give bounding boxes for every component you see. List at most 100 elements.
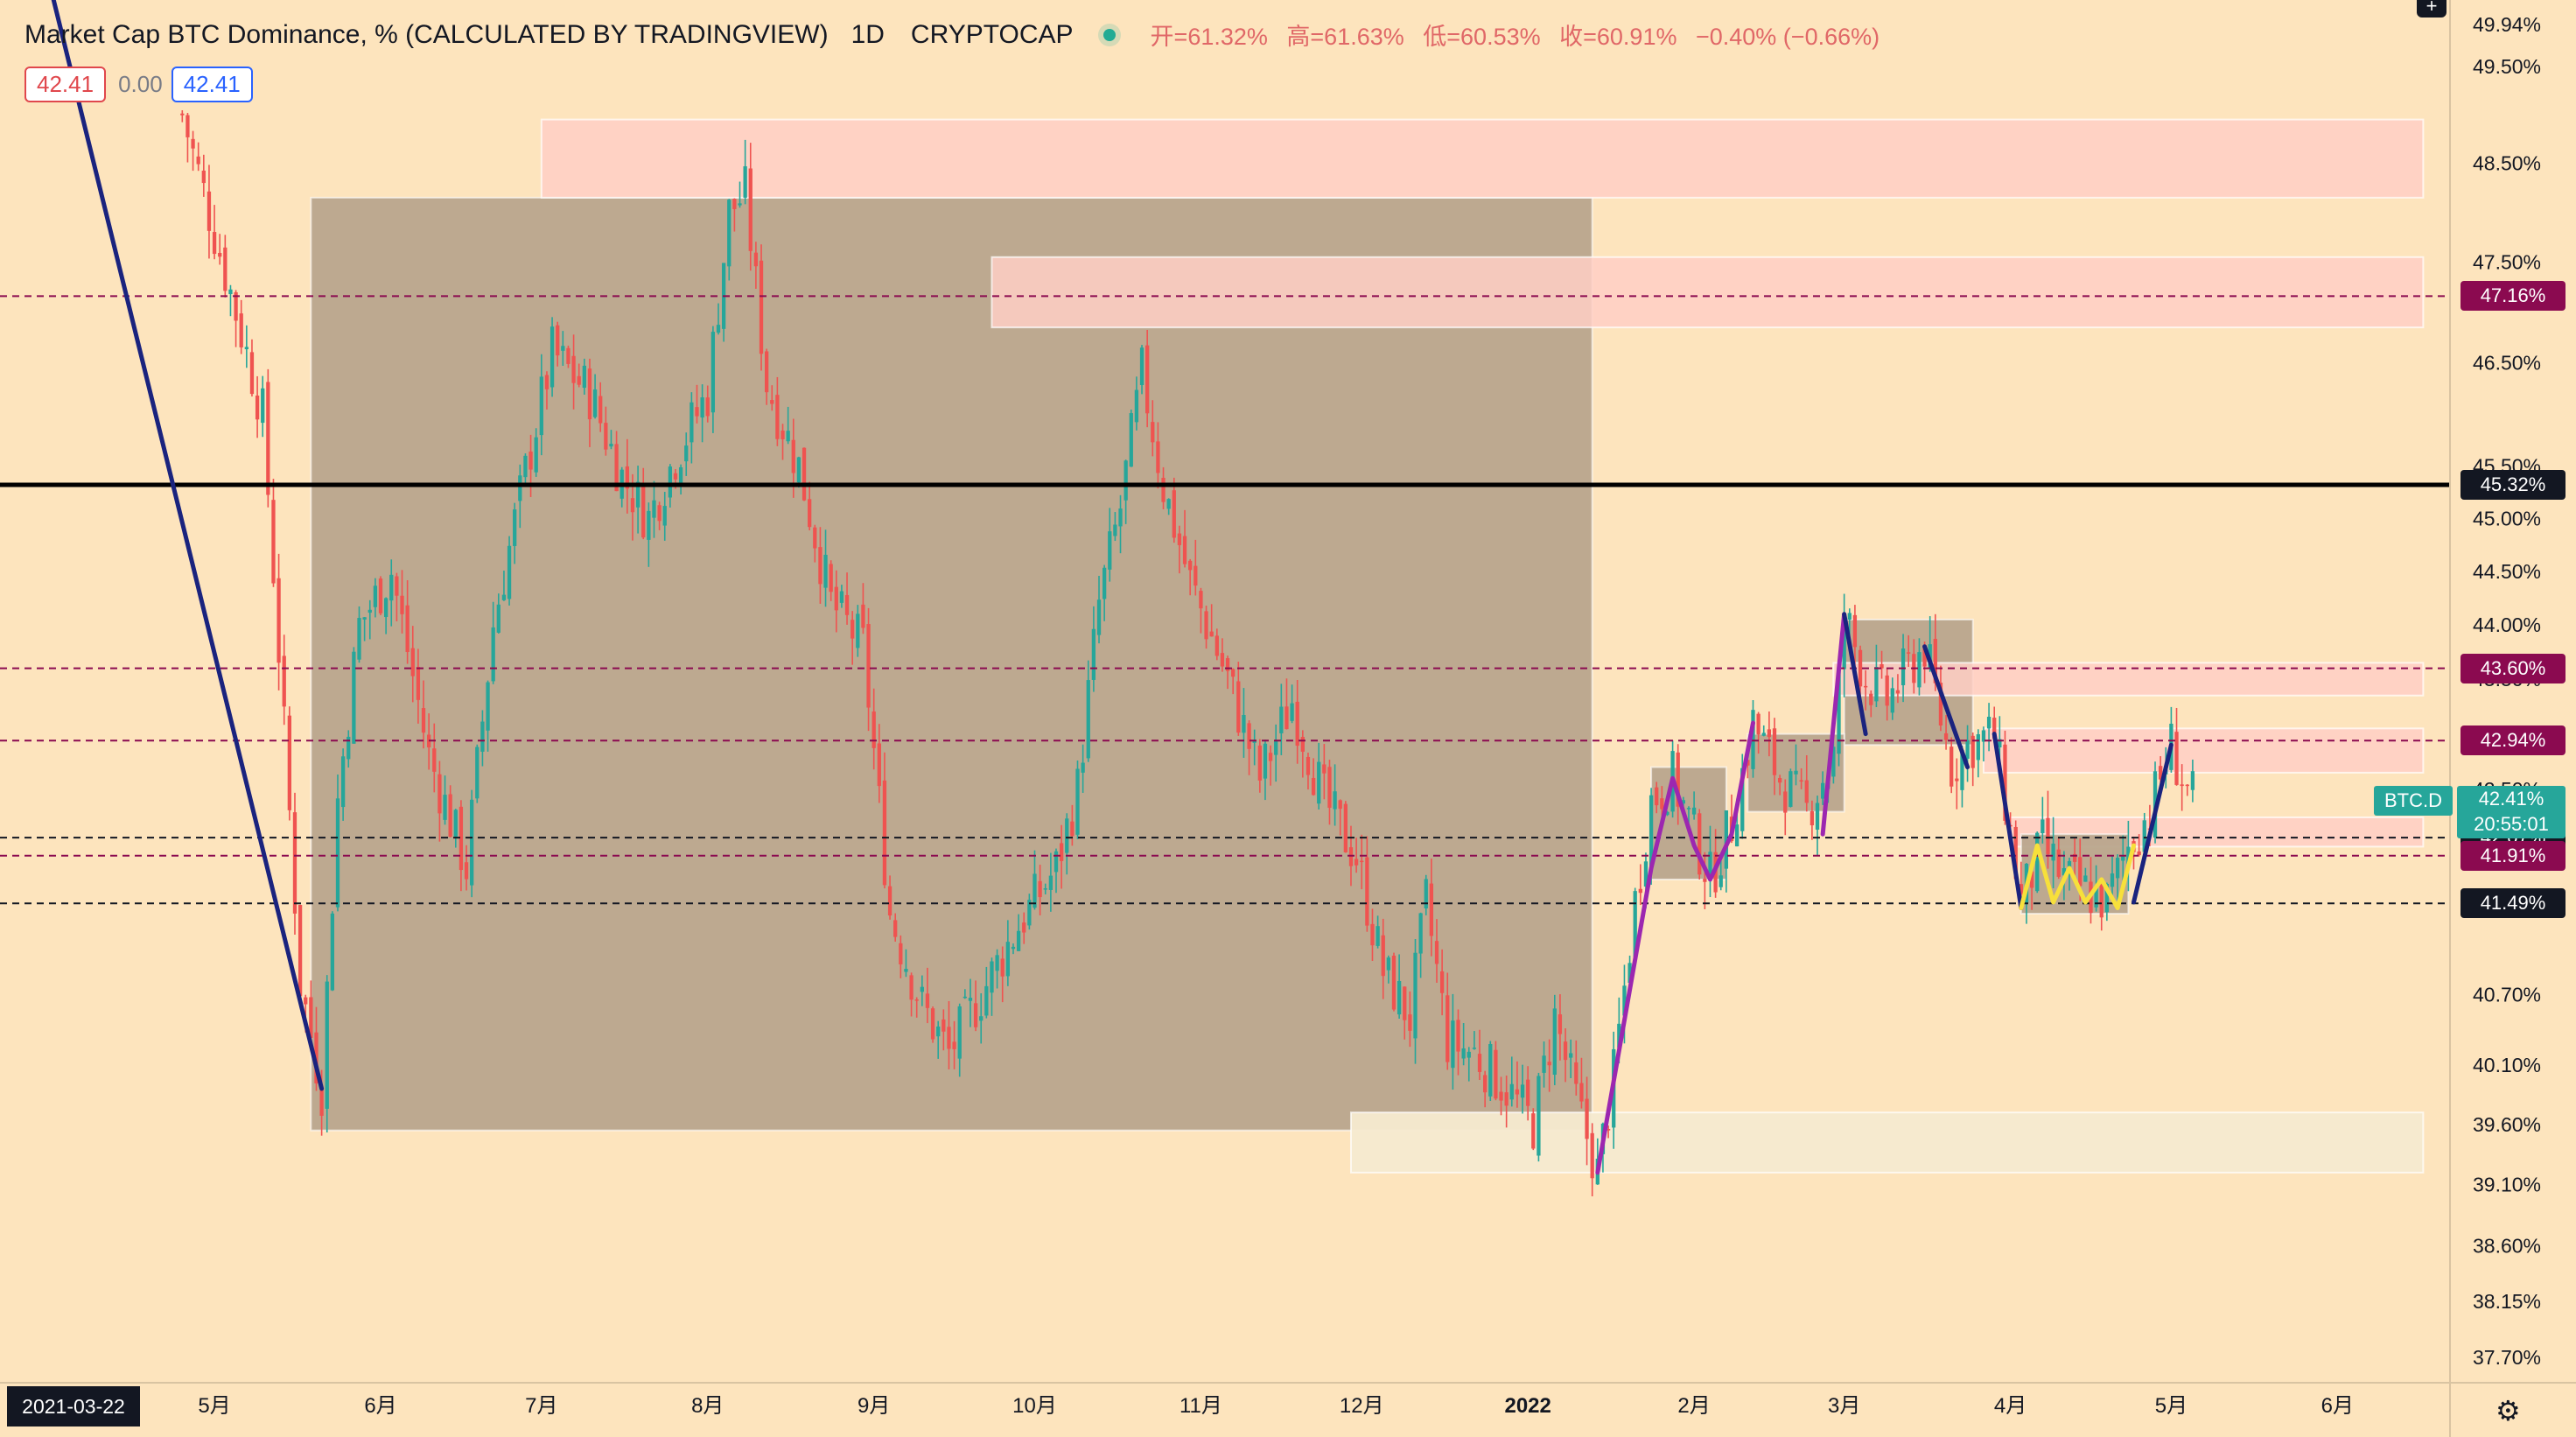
candle-body <box>1091 628 1096 680</box>
candle-body <box>1129 413 1133 467</box>
candle-body <box>2137 851 2141 856</box>
candle-body <box>1788 771 1793 807</box>
x-tick-label: 9月 <box>858 1394 890 1418</box>
zone-dark_box-0 <box>310 196 1593 1132</box>
candle-body <box>899 943 903 964</box>
candle-body <box>2099 881 2104 918</box>
candle-body <box>309 997 313 1039</box>
trendline-3 <box>1842 612 1868 737</box>
candle-body <box>1960 749 1964 790</box>
candle-body <box>1295 701 1299 747</box>
trendline-layer <box>51 0 2174 1175</box>
candle-body <box>1686 808 1691 810</box>
candle-body <box>1708 852 1712 878</box>
candle-body <box>298 905 303 997</box>
candle-body <box>1381 935 1385 977</box>
candle-body <box>1761 733 1766 736</box>
y-tick-label: 44.50% <box>2473 560 2541 583</box>
candle-body <box>239 313 243 347</box>
bar-countdown: 20:55:01 <box>2474 813 2549 835</box>
candle-body <box>223 247 228 291</box>
candle-body <box>1515 1089 1520 1095</box>
candle-body <box>1434 941 1439 964</box>
candle-body <box>1783 791 1788 813</box>
candle-body <box>2115 858 2120 879</box>
candle-body <box>823 554 828 588</box>
trendline-2 <box>1820 612 1847 837</box>
candle-body <box>1225 658 1230 671</box>
candle-body <box>1199 591 1203 609</box>
candle-body <box>443 795 447 820</box>
indicator-value-left[interactable]: 42.41 <box>24 67 107 102</box>
candle-body <box>652 500 656 518</box>
candle-body <box>942 1019 946 1032</box>
candle-body <box>448 794 452 838</box>
y-tick-label: 40.70% <box>2473 983 2541 1006</box>
ohlc-low: 低=60.53% <box>1423 24 1541 50</box>
candle-body <box>1274 740 1278 755</box>
candle-body <box>1585 1098 1589 1139</box>
candle-body <box>1408 1014 1412 1031</box>
candle-body <box>2094 887 2098 908</box>
candle-body <box>882 780 887 886</box>
x-tick-label: 4月 <box>1994 1394 2026 1418</box>
candle-body <box>1734 824 1740 847</box>
candle-body <box>1279 706 1284 733</box>
candle-body <box>1558 1014 1563 1034</box>
candle-body <box>877 743 881 787</box>
candle-body <box>464 862 469 880</box>
candle-body <box>2180 784 2184 787</box>
candle-body <box>234 291 238 321</box>
candle-body <box>1772 728 1777 775</box>
candle-body <box>1718 875 1723 887</box>
candle-body <box>1531 1113 1536 1149</box>
candle-body <box>1151 422 1155 443</box>
indicator-value-right[interactable]: 42.41 <box>171 67 253 102</box>
candle-body <box>1767 729 1772 738</box>
current-price-badge: 42.41% 20:55:01 <box>2457 786 2566 838</box>
candle-body <box>1204 611 1208 640</box>
add-icon[interactable]: + <box>2417 0 2446 18</box>
candle-body <box>1005 942 1011 977</box>
candle-body <box>292 812 298 914</box>
candle-body <box>2046 817 2050 855</box>
candle-body <box>2083 875 2088 882</box>
candle-body <box>1504 1092 1508 1106</box>
candle-body <box>261 388 265 424</box>
candle-body <box>1451 1020 1455 1069</box>
candle-body <box>421 708 426 733</box>
candle-body <box>1858 649 1863 687</box>
candle-body <box>1815 803 1820 830</box>
y-tick-label: 45.00% <box>2473 507 2541 529</box>
candle-body <box>325 981 329 1109</box>
candle-body <box>1424 879 1428 908</box>
candle-body <box>486 682 490 731</box>
gear-icon[interactable]: ⚙ <box>2496 1395 2521 1426</box>
candle-body <box>1016 930 1021 951</box>
candle-body <box>1365 857 1369 926</box>
candle-body <box>657 505 662 522</box>
candle-body <box>501 594 507 600</box>
candle-body <box>1043 888 1047 890</box>
zone-pink-7 <box>1832 662 2425 697</box>
candle-body <box>2190 771 2195 790</box>
current-price: 42.41% <box>2478 788 2544 810</box>
candle-body <box>973 1003 978 1027</box>
candle-body <box>861 604 865 628</box>
candle-body <box>834 586 838 611</box>
y-tick-label: 48.50% <box>2473 152 2541 175</box>
candle-body <box>2121 856 2125 861</box>
candle-body <box>1885 675 1889 706</box>
candle-body <box>1628 963 1632 984</box>
candle-body <box>962 996 967 999</box>
candle-body <box>887 886 892 916</box>
candle-body <box>1874 667 1879 702</box>
timeframe-label[interactable]: 1D <box>850 19 885 49</box>
candle-body <box>2185 784 2189 787</box>
candle-body <box>1290 703 1294 721</box>
ohlc-change: −0.40% (−0.66%) <box>1695 24 1880 50</box>
candle-body <box>1986 716 1992 729</box>
candle-body <box>1579 1083 1584 1102</box>
